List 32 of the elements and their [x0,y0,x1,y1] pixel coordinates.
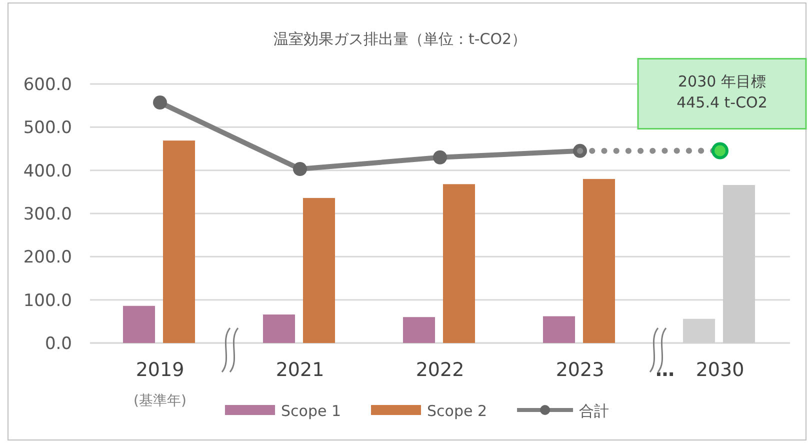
bar [263,314,295,343]
x-tick-label: 2021 [276,359,324,381]
legend-label: 合計 [579,402,610,420]
bar [443,184,475,343]
point [153,96,167,110]
bar [543,316,575,343]
bar [583,178,615,343]
text: … [656,359,674,381]
y-tick-label: 200.0 [23,248,72,268]
y-tick-label: 0.0 [44,334,72,354]
annotation: 2030 年目標 445.4 t-CO2 [676,72,768,112]
y-tick-label: 400.0 [23,161,72,182]
x-tick-label: 2030 [696,359,744,381]
bar [123,306,155,343]
text: (基準年) [134,393,186,409]
x-tick-label: 2022 [416,359,464,381]
bar [163,140,195,343]
y-tick-label: 100.0 [23,290,72,311]
bar [303,198,335,343]
point [433,150,447,164]
point [293,162,307,176]
legend-label: Scope 2 [427,402,488,420]
y-tick-label: 500.0 [23,118,72,138]
legend-label: Scope 1 [281,402,342,420]
bar [403,317,435,343]
x-tick-label: 2019 [136,359,184,381]
bar [723,185,755,343]
point [712,142,728,160]
chart-title: 温室効果ガス排出量（単位：t-CO2） [273,30,527,48]
y-tick-label: 300.0 [23,204,72,224]
x-tick-label: 2023 [556,359,604,381]
y-tick-label: 600.0 [23,75,72,95]
